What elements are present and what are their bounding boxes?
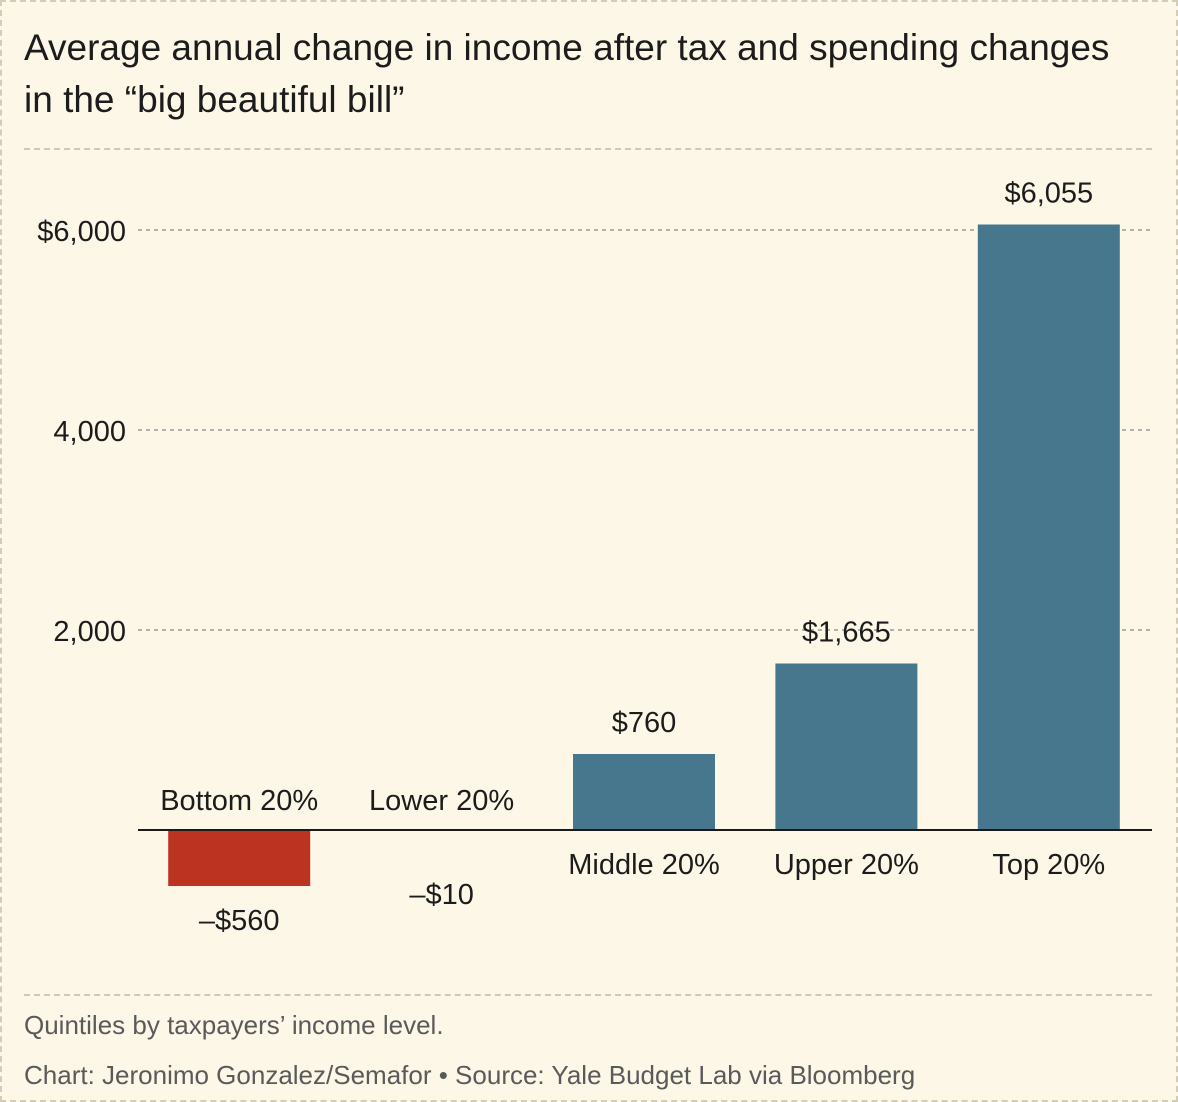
chart-credit: Chart: Jeronimo Gonzalez/Semafor • Sourc… <box>24 1060 916 1090</box>
value-label: $760 <box>612 707 677 739</box>
bar-middle-20 <box>573 754 715 830</box>
category-label: Lower 20% <box>369 785 514 817</box>
bar-upper-20 <box>775 663 918 830</box>
category-label: Bottom 20% <box>160 785 318 817</box>
value-label: –$10 <box>409 879 474 911</box>
y-tick-label: $6,000 <box>37 216 126 248</box>
bar-bottom-20 <box>168 830 311 886</box>
category-label: Middle 20% <box>568 849 720 881</box>
value-label: –$560 <box>199 905 280 937</box>
chart-title: Average annual change in income after ta… <box>24 27 1110 120</box>
top-divider <box>24 148 1152 150</box>
bars <box>168 224 1120 886</box>
labels: 2,000 4,000 $6,000 Bottom 20% –$560 Lower 20%… <box>37 178 1105 938</box>
value-label: $1,665 <box>802 617 891 649</box>
category-label: Top 20% <box>992 849 1105 881</box>
y-tick-label: 2,000 <box>53 616 126 648</box>
value-label: $6,055 <box>1004 178 1093 210</box>
chart-note: Quintiles by taxpayers’ income level. <box>24 1010 444 1040</box>
bar-chart: 2,000 4,000 $6,000 Bottom 20% –$560 Lower 20%… <box>37 178 1152 938</box>
category-label: Upper 20% <box>774 849 919 881</box>
bottom-divider <box>24 994 1152 996</box>
y-tick-label: 4,000 <box>53 416 126 448</box>
bar-top-20 <box>977 224 1120 830</box>
gridlines <box>138 229 1152 631</box>
